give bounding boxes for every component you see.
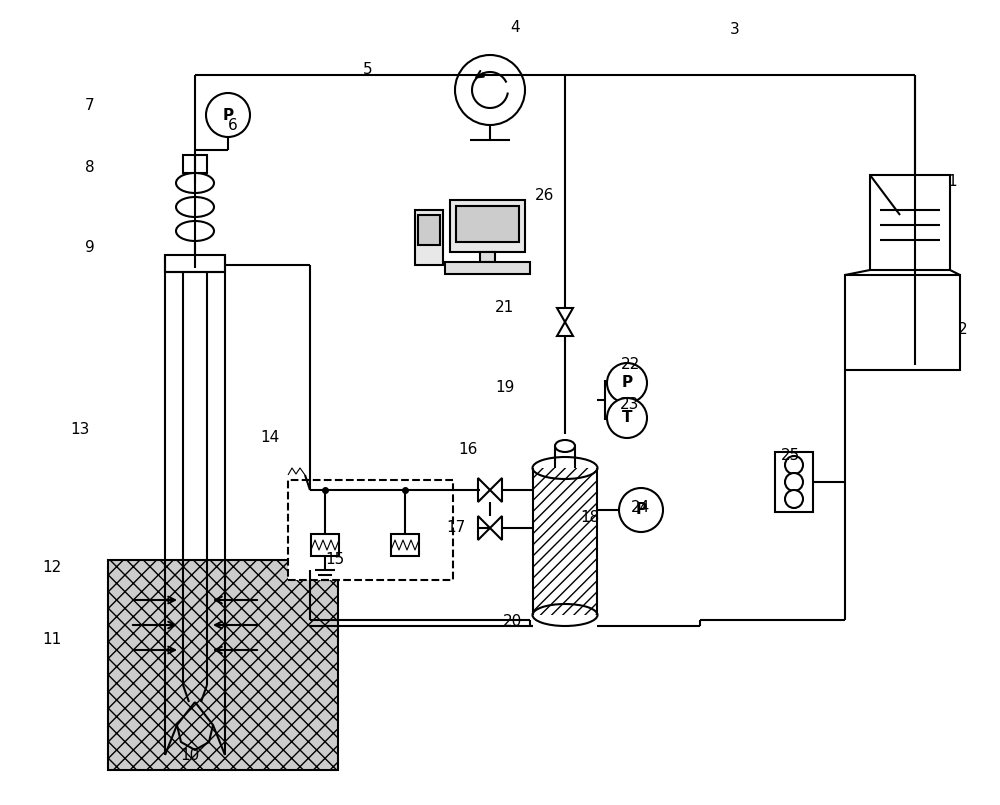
Circle shape (206, 93, 250, 137)
Text: 11: 11 (42, 633, 62, 647)
Bar (415, 210, 443, 265)
Text: 24: 24 (630, 501, 650, 515)
Polygon shape (490, 516, 502, 540)
Text: 22: 22 (620, 357, 640, 373)
Ellipse shape (176, 173, 214, 193)
Text: 5: 5 (363, 63, 373, 77)
Bar (456, 206, 519, 242)
Text: 18: 18 (580, 510, 600, 526)
Text: 9: 9 (85, 241, 95, 255)
Text: 17: 17 (446, 521, 466, 535)
Bar (845, 275, 960, 370)
Text: 15: 15 (325, 552, 345, 568)
Text: 6: 6 (228, 118, 238, 133)
Text: 21: 21 (495, 300, 515, 316)
Circle shape (607, 363, 647, 403)
Ellipse shape (176, 221, 214, 241)
Text: T: T (622, 411, 632, 426)
Text: 19: 19 (495, 381, 515, 395)
Bar (311, 534, 339, 556)
Bar (450, 200, 525, 252)
Ellipse shape (555, 440, 575, 452)
Circle shape (785, 456, 803, 474)
Ellipse shape (176, 197, 214, 217)
Text: P: P (621, 375, 633, 390)
Bar (288, 480, 453, 580)
Polygon shape (478, 478, 490, 502)
Text: 8: 8 (85, 160, 95, 175)
Text: 1: 1 (947, 175, 957, 189)
Bar (108, 560, 338, 770)
Text: 25: 25 (780, 448, 800, 463)
Circle shape (785, 473, 803, 491)
Polygon shape (557, 322, 573, 336)
Bar (445, 262, 530, 274)
Text: 14: 14 (260, 431, 280, 445)
Bar (165, 255, 225, 272)
Text: 16: 16 (458, 443, 478, 457)
Text: 7: 7 (85, 97, 95, 113)
Bar (533, 468, 598, 615)
Text: 20: 20 (502, 614, 522, 630)
Bar (391, 534, 419, 556)
Circle shape (455, 55, 525, 125)
Polygon shape (478, 516, 490, 540)
Text: P: P (222, 108, 234, 122)
Text: 4: 4 (510, 20, 520, 35)
Circle shape (607, 398, 647, 438)
Bar (775, 452, 813, 512)
Text: 26: 26 (535, 188, 555, 203)
Bar (418, 215, 440, 245)
Bar (183, 155, 207, 173)
Text: 10: 10 (180, 748, 200, 762)
Bar (480, 252, 495, 262)
Text: 3: 3 (730, 23, 740, 38)
Text: 12: 12 (42, 560, 62, 576)
Circle shape (785, 490, 803, 508)
Text: 23: 23 (620, 398, 640, 412)
Polygon shape (490, 478, 502, 502)
Text: 13: 13 (70, 423, 90, 437)
Circle shape (619, 488, 663, 532)
Bar (870, 175, 950, 270)
Text: P: P (635, 502, 647, 518)
Polygon shape (557, 308, 573, 322)
Ellipse shape (532, 604, 598, 626)
Text: 2: 2 (958, 323, 968, 337)
Ellipse shape (532, 457, 598, 479)
